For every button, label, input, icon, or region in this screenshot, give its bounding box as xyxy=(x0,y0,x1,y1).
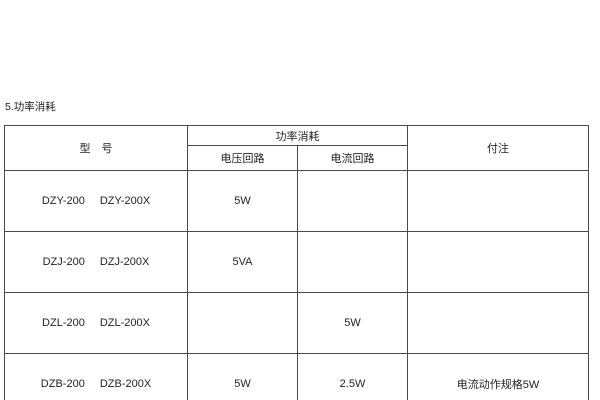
header-model: 型 号 xyxy=(4,125,188,171)
model-name: DZY-200 xyxy=(41,195,85,207)
table-row: DZY-200 DZY-200X 5W xyxy=(4,170,589,232)
power-consumption-table: 型 号 功率消耗 付注 电压回路 电流回路 DZY-200 DZY-200X 5… xyxy=(4,125,589,400)
note-cell xyxy=(407,170,589,232)
table-row: DZB-200 DZB-200X 5W 2.5W 电流动作规格5W xyxy=(4,353,589,400)
header-power-group: 功率消耗 xyxy=(187,125,408,146)
model-cell: DZL-200 DZL-200X xyxy=(4,292,188,354)
voltage-cell: 5W xyxy=(187,353,298,400)
model-cell: DZJ-200 DZJ-200X xyxy=(4,231,188,293)
voltage-cell: 5VA xyxy=(187,231,298,293)
model-name-x: DZB-200X xyxy=(99,378,152,390)
current-cell: 2.5W xyxy=(297,353,408,400)
model-cell: DZB-200 DZB-200X xyxy=(4,353,188,400)
model-name: DZJ-200 xyxy=(42,256,85,268)
current-cell xyxy=(297,231,408,293)
model-name-x: DZL-200X xyxy=(99,317,150,329)
header-notes: 付注 xyxy=(407,125,589,171)
header-voltage-circuit: 电压回路 xyxy=(187,145,298,171)
note-cell xyxy=(407,231,589,293)
model-name: DZB-200 xyxy=(40,378,85,390)
section-title: 5.功率消耗 xyxy=(5,101,56,113)
current-cell: 5W xyxy=(297,292,408,354)
model-name-x: DZJ-200X xyxy=(99,256,150,268)
model-name: DZL-200 xyxy=(42,317,85,329)
model-name-x: DZY-200X xyxy=(99,195,151,207)
table-row: DZL-200 DZL-200X 5W xyxy=(4,292,589,354)
note-cell: 电流动作规格5W xyxy=(407,353,589,400)
current-cell xyxy=(297,170,408,232)
table-row: DZJ-200 DZJ-200X 5VA xyxy=(4,231,589,293)
voltage-cell: 5W xyxy=(187,170,298,232)
model-cell: DZY-200 DZY-200X xyxy=(4,170,188,232)
voltage-cell xyxy=(187,292,298,354)
header-current-circuit: 电流回路 xyxy=(297,145,408,171)
note-cell xyxy=(407,292,589,354)
